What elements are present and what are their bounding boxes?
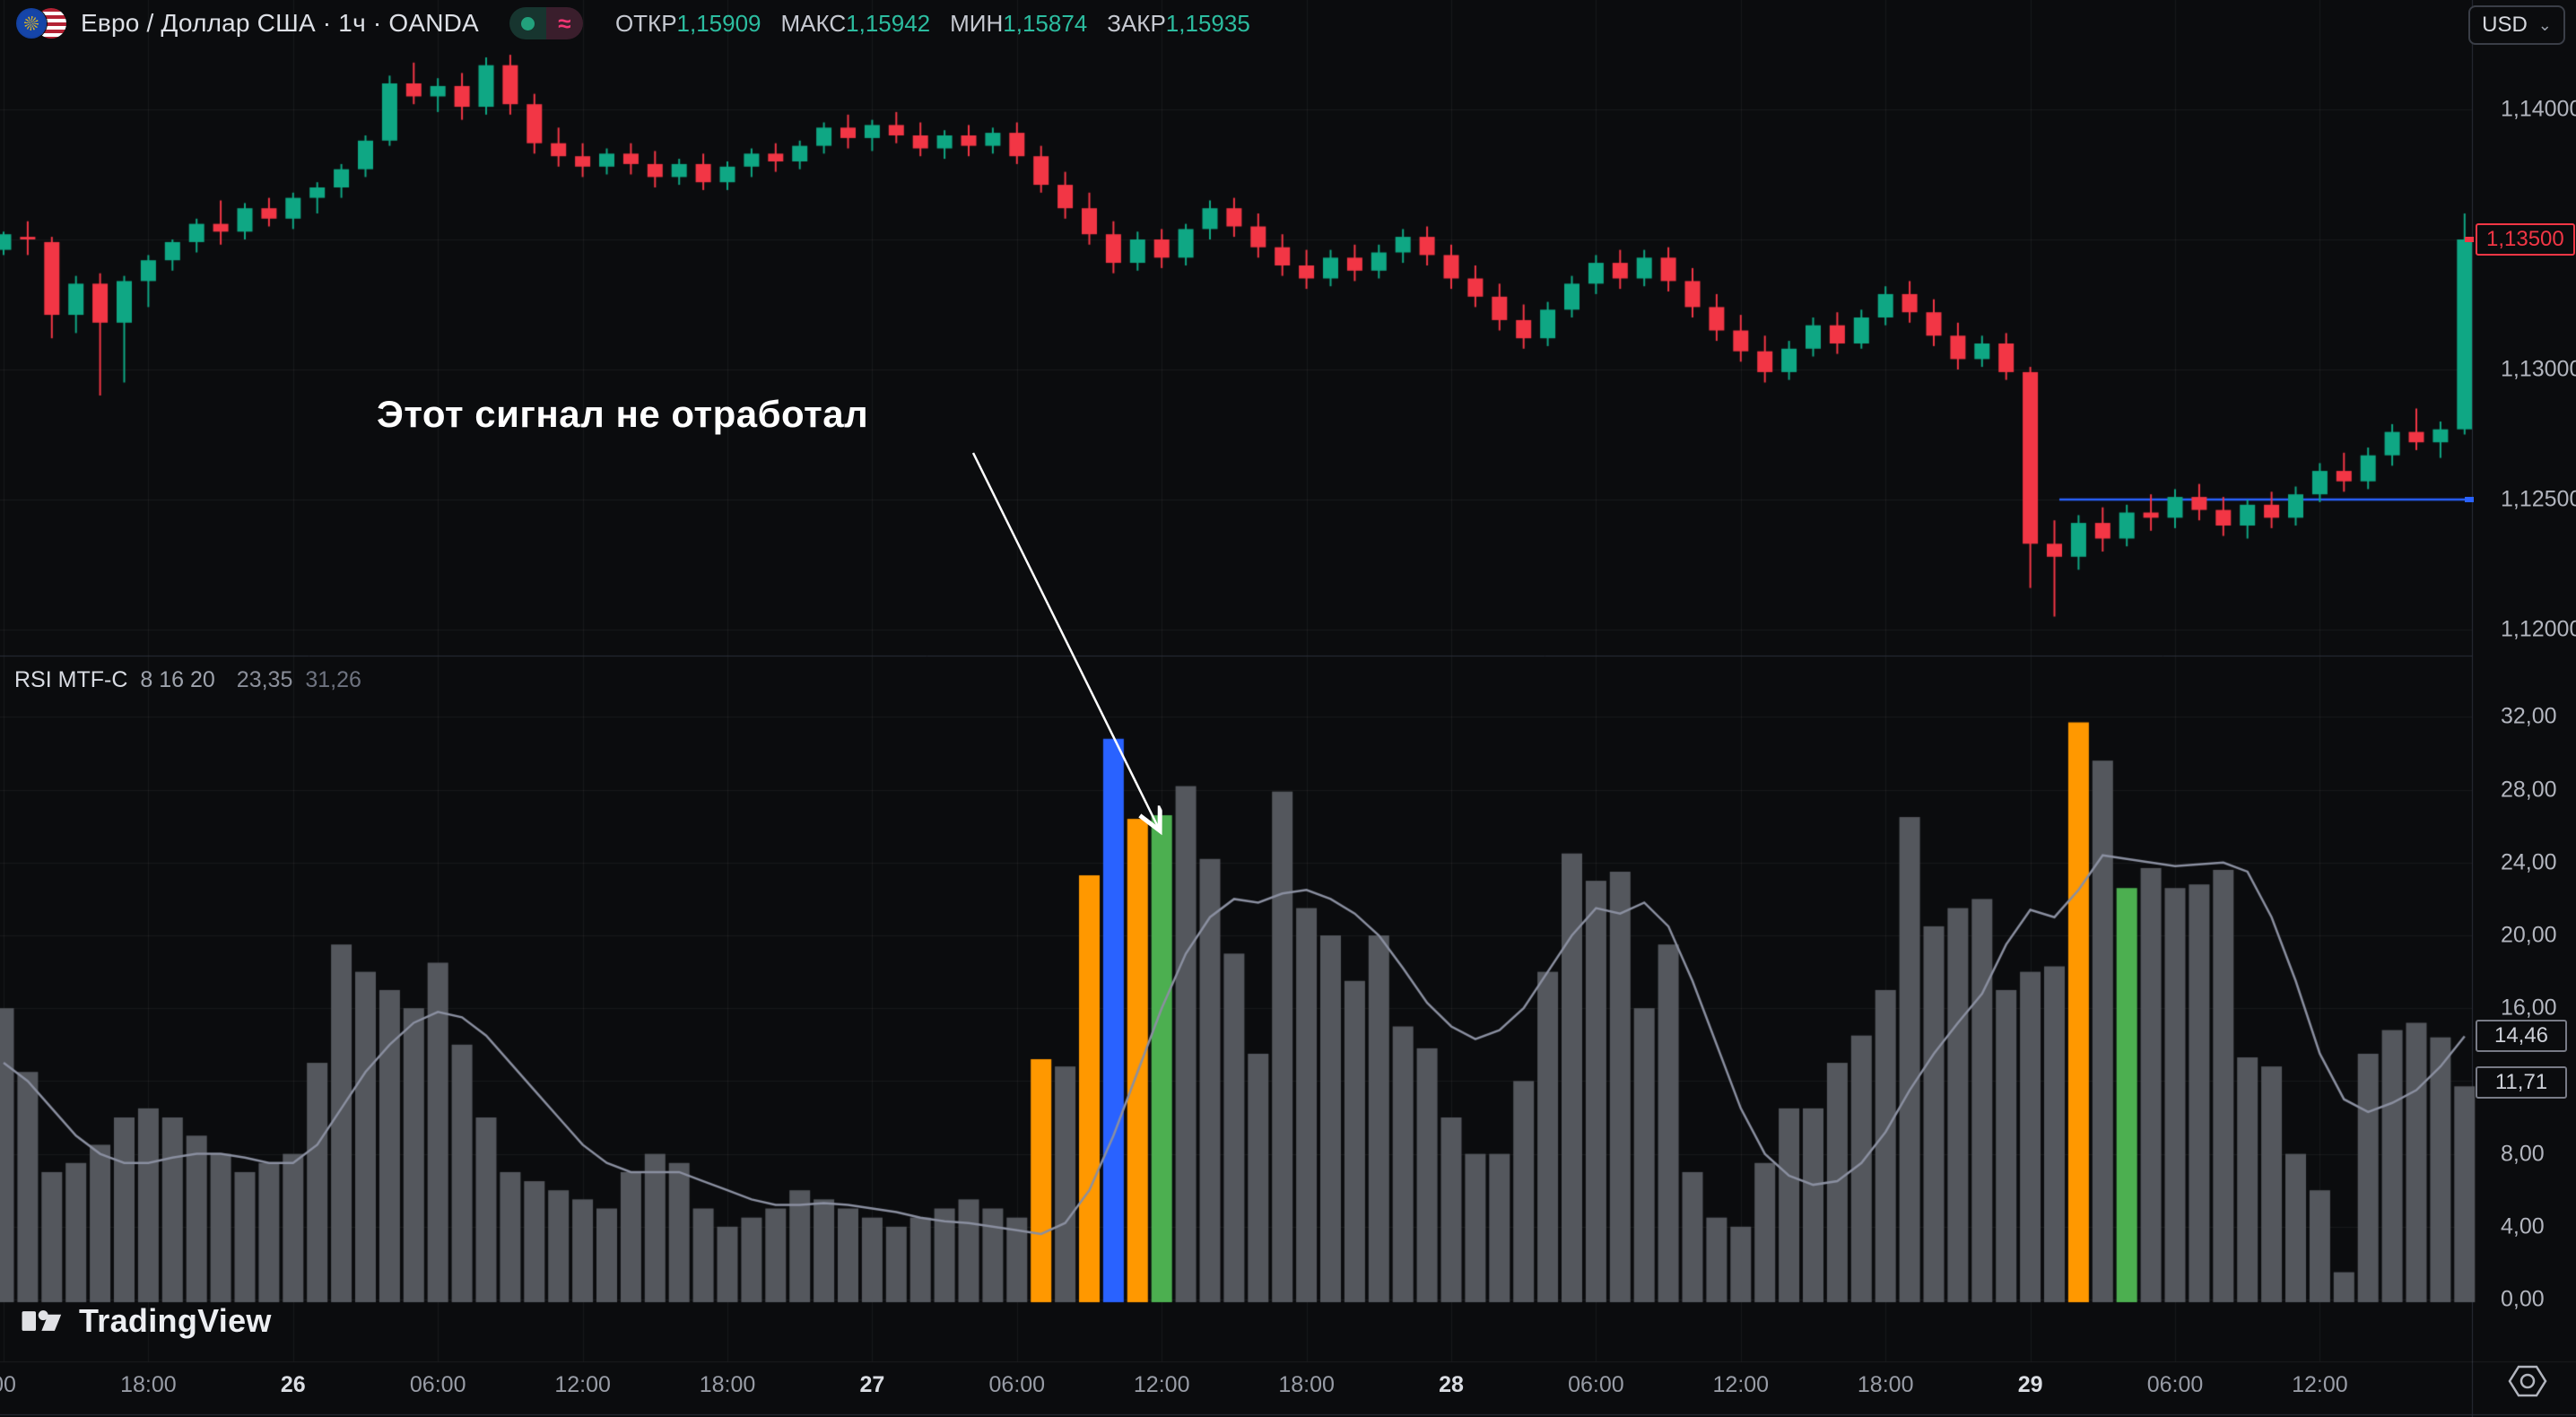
time-axis-label: 06:00 <box>2146 1372 2204 1397</box>
time-axis-label: 06:00 <box>1568 1372 1624 1397</box>
chevron-down-icon: ⌄ <box>2537 15 2552 34</box>
time-axis-label: 12:00 <box>1712 1372 1770 1397</box>
time-axis-label: 12:00 <box>1133 1372 1190 1397</box>
currency-dropdown-label: USD <box>2482 13 2528 37</box>
time-axis-label: 27 <box>859 1372 885 1397</box>
last-price-badge: 1,13500 <box>2476 223 2575 256</box>
last-price-tick <box>2465 237 2474 242</box>
rsi-indicator-value-2: 31,26 <box>305 667 361 692</box>
chart-legend-bar: Евро / Доллар США · 1ч · OANDA ≈ ОТКР1,1… <box>0 0 2472 47</box>
time-axis-label: 18:00 <box>1857 1372 1914 1397</box>
time-axis-label: 12:00 <box>2292 1372 2348 1397</box>
time-axis-settings-icon[interactable] <box>2508 1363 2547 1404</box>
time-axis-label: 18:00 <box>120 1372 177 1397</box>
rsi-indicator-params: 8 16 20 <box>140 667 215 692</box>
rsi-indicator-value-1: 23,35 <box>236 667 293 692</box>
time-axis-label: 06:00 <box>988 1372 1046 1397</box>
tradingview-logo-text: TradingView <box>79 1302 272 1339</box>
market-open-icon <box>509 7 546 39</box>
blue-level-tick <box>2465 497 2474 502</box>
low-value: 1,15874 <box>1003 9 1088 37</box>
time-axis-label: 00 <box>0 1372 16 1397</box>
rsi-indicator-title: RSI MTF-C <box>14 667 128 692</box>
tradingview-logo-icon <box>22 1310 62 1331</box>
time-axis-label: 18:00 <box>1278 1372 1335 1397</box>
time-axis-label: 06:00 <box>409 1372 466 1397</box>
price-axis-label: 1,12500 <box>2501 486 2576 512</box>
price-axis-label: 1,13000 <box>2501 356 2576 382</box>
price-axis-label: 1,14000 <box>2501 96 2576 122</box>
open-label: ОТКР <box>614 9 677 37</box>
currency-dropdown[interactable]: USD ⌄ <box>2468 5 2565 45</box>
close-value: 1,15935 <box>1165 9 1250 37</box>
annotation-text: Этот сигнал не отработал <box>377 393 869 435</box>
rsi-axis-label: 24,00 <box>2501 849 2557 875</box>
ohlc-readout: ОТКР1,15909 МАКС1,15942 МИН1,15874 ЗАКР1… <box>615 10 1270 38</box>
rsi-last-value-badge: 11,71 <box>2476 1066 2567 1099</box>
rsi-axis-label: 28,00 <box>2501 777 2557 803</box>
rsi-indicator-legend[interactable]: RSI MTF-C 8 16 20 23,35 31,26 <box>14 667 361 693</box>
close-label: ЗАКР <box>1107 9 1166 37</box>
approx-icon: ≈ <box>545 7 583 39</box>
rsi-axis-label: 4,00 <box>2501 1213 2545 1239</box>
open-value: 1,15909 <box>676 9 761 37</box>
tradingview-logo[interactable]: TradingView <box>22 1302 272 1340</box>
rsi-axis-label: 0,00 <box>2501 1286 2545 1312</box>
rsi-axis-label: 16,00 <box>2501 995 2557 1021</box>
high-label: МАКС <box>780 9 847 37</box>
symbol-flags-icon <box>16 6 68 40</box>
rsi-axis-label: 20,00 <box>2501 922 2557 948</box>
time-axis-label: 26 <box>280 1372 306 1397</box>
rsi-ma-value-badge: 14,46 <box>2476 1020 2567 1052</box>
price-axis-label: 1,12000 <box>2501 616 2576 642</box>
time-axis-label: 29 <box>2017 1372 2043 1397</box>
market-status-toggle[interactable]: ≈ <box>509 7 583 39</box>
symbol-title[interactable]: Евро / Доллар США · 1ч · OANDA <box>81 9 479 37</box>
rsi-axis-label: 8,00 <box>2501 1141 2545 1167</box>
time-axis-label: 28 <box>1439 1372 1464 1397</box>
time-axis-label: 12:00 <box>554 1372 611 1397</box>
low-label: МИН <box>950 9 1004 37</box>
eu-flag-icon <box>16 8 47 39</box>
time-axis-label: 18:00 <box>699 1372 756 1397</box>
high-value: 1,15942 <box>846 9 931 37</box>
rsi-axis-label: 32,00 <box>2501 703 2557 729</box>
